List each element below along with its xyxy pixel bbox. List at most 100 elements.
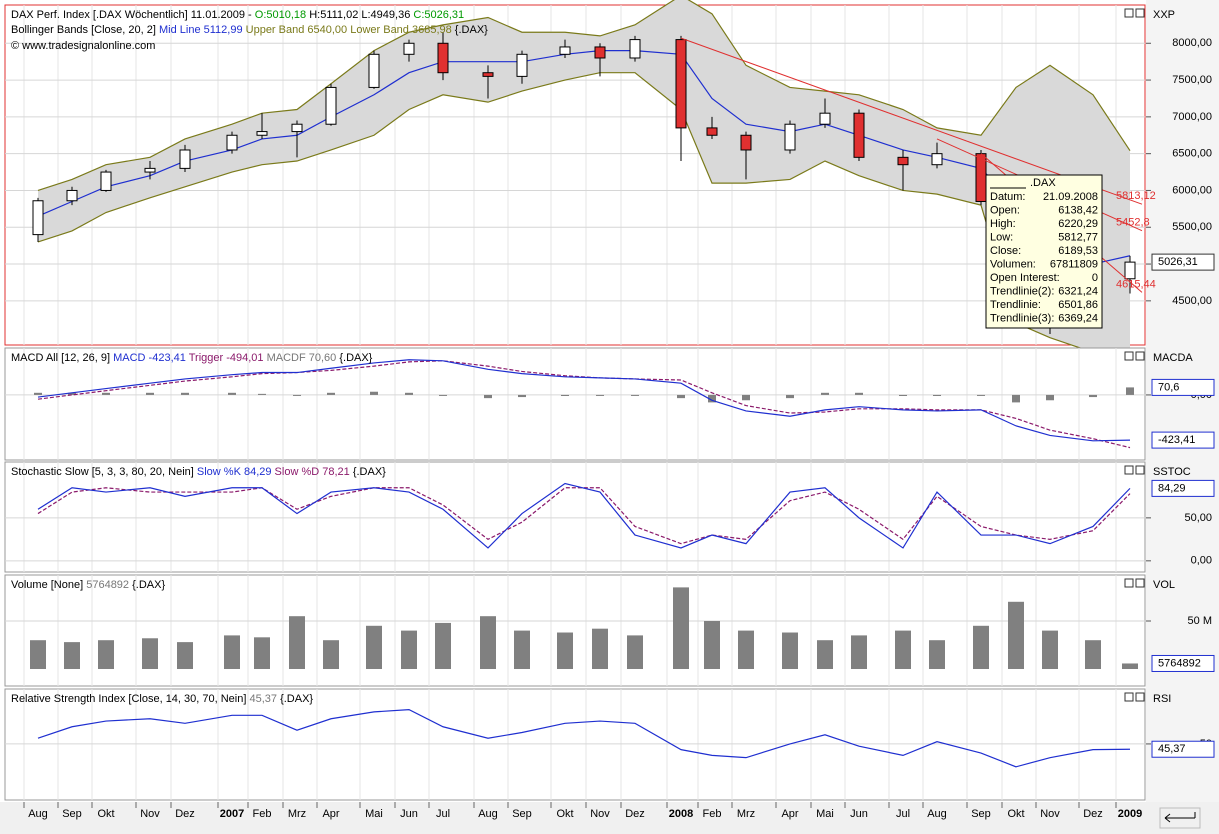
candle-body xyxy=(740,134,752,151)
header-part: MACD All [12, 26, 9] xyxy=(11,352,113,364)
histogram-bar xyxy=(1046,394,1054,401)
histogram-bar xyxy=(405,392,413,395)
volume-bar xyxy=(224,635,240,670)
volume-bar xyxy=(557,632,573,670)
x-tick-label: Dez xyxy=(625,808,645,820)
volume-bar xyxy=(851,635,867,670)
histogram-bar xyxy=(855,392,863,395)
candle-body xyxy=(706,127,718,136)
tooltip-key: Low: xyxy=(990,231,1013,243)
candle-body xyxy=(291,123,303,133)
tooltip xyxy=(985,174,1103,329)
panel xyxy=(4,688,1146,801)
x-tick-label: Aug xyxy=(28,808,48,820)
header-part: 45,37 xyxy=(249,693,277,705)
histogram-bar xyxy=(708,394,716,403)
value-tag xyxy=(1151,378,1215,396)
x-tick-label: Okt xyxy=(1007,808,1024,820)
header-part: Upper Band 6540,00 Lower Band 3685,98 xyxy=(243,24,452,36)
candle-body xyxy=(516,53,528,77)
value-tag xyxy=(1151,740,1215,758)
y-tick-label: 7500,00 xyxy=(1172,74,1212,86)
x-tick-label: Aug xyxy=(478,808,498,820)
volume-bar xyxy=(673,587,689,670)
histogram-bar xyxy=(899,394,907,396)
tooltip-title: .DAX xyxy=(1030,177,1056,189)
value-tag-label: 45,37 xyxy=(1158,743,1186,755)
candle-body xyxy=(594,46,606,59)
time-axis-bg xyxy=(0,802,1219,834)
tooltip-value: 67811809 xyxy=(1050,258,1098,270)
band-line xyxy=(37,0,1131,192)
x-tick-label: Dez xyxy=(1083,808,1103,820)
candle-body xyxy=(100,171,112,191)
header-part: Stochastic Slow [5, 3, 3, 80, 20, Nein] xyxy=(11,466,197,478)
header-part: 5764892 xyxy=(86,579,129,591)
value-tag xyxy=(1151,479,1215,497)
x-tick-label: Mai xyxy=(816,808,834,820)
x-tick-label: Apr xyxy=(322,808,339,820)
candle-body xyxy=(629,39,641,59)
volume-bar xyxy=(289,616,305,670)
tooltip-value: 21.09.2008 xyxy=(1043,191,1098,203)
value-tag-label: 84,29 xyxy=(1158,482,1186,494)
volume-bar xyxy=(704,620,720,670)
header-part: DAX Perf. Index [.DAX Wöchentlich] 11.01… xyxy=(11,9,255,21)
arrow-button[interactable] xyxy=(1159,807,1201,829)
axis-name: SSTOC xyxy=(1153,466,1191,478)
y-tick-label: 0,00 xyxy=(1191,555,1212,567)
axis-name: VOL xyxy=(1153,579,1175,591)
candle-body xyxy=(325,86,337,125)
panel-button xyxy=(1135,692,1145,702)
tooltip-value: 5812,77 xyxy=(1058,231,1098,243)
histogram-bar xyxy=(933,394,941,396)
candle-body xyxy=(482,72,494,77)
axis-strip xyxy=(1146,0,1219,834)
panel-header: Relative Strength Index [Close, 14, 30, … xyxy=(11,693,313,705)
candle-body xyxy=(1124,261,1136,280)
tooltip-key: Trendlinie: xyxy=(990,299,1041,311)
x-tick-label: Jul xyxy=(436,808,450,820)
candle-body xyxy=(853,112,865,158)
value-tag xyxy=(1151,654,1215,672)
volume-bar xyxy=(592,628,608,670)
axis-name: XXP xyxy=(1153,9,1175,21)
y-tick-label: 4500,00 xyxy=(1172,295,1212,307)
volume-bar xyxy=(142,638,158,670)
histogram-bar xyxy=(561,394,569,396)
tooltip-value: 6321,24 xyxy=(1058,285,1098,297)
tooltip-value: 6138,42 xyxy=(1058,204,1098,216)
value-tag-label: 5764892 xyxy=(1158,657,1201,669)
tooltip-key: Trendlinie(3): xyxy=(990,312,1054,324)
y-tick-label: 5500,00 xyxy=(1172,221,1212,233)
x-tick-label: Nov xyxy=(140,808,160,820)
histogram-bar xyxy=(146,392,154,395)
volume-bar xyxy=(366,625,382,670)
histogram-bar xyxy=(518,394,526,398)
histogram-bar xyxy=(228,392,236,395)
candle-body xyxy=(437,42,449,74)
candle-body xyxy=(368,53,380,88)
volume-bar xyxy=(738,630,754,670)
histogram-bar xyxy=(293,394,301,396)
candle-body xyxy=(403,42,415,55)
histogram-bar xyxy=(821,392,829,395)
x-tick-label: Sep xyxy=(971,808,991,820)
header-part: O:5010,18 xyxy=(255,9,306,21)
candle-body xyxy=(144,167,156,173)
tooltip-key: Open Interest: xyxy=(990,272,1060,284)
y-tick-label: 6000,00 xyxy=(1172,184,1212,196)
indicator-line xyxy=(37,359,1131,442)
candle-body xyxy=(66,189,78,202)
x-tick-label: 2007 xyxy=(220,808,244,820)
panel-button xyxy=(1135,8,1145,18)
arrow-icon xyxy=(1164,812,1196,823)
volume-bar xyxy=(973,625,989,670)
panel-button xyxy=(1135,351,1145,361)
histogram-bar xyxy=(102,392,110,395)
header-part: Trigger -494,01 xyxy=(186,352,264,364)
panel-button xyxy=(1124,351,1134,361)
volume-bar xyxy=(64,642,80,670)
trendline-label: 5452,8 xyxy=(1116,217,1150,229)
x-tick-label: Mai xyxy=(365,808,383,820)
